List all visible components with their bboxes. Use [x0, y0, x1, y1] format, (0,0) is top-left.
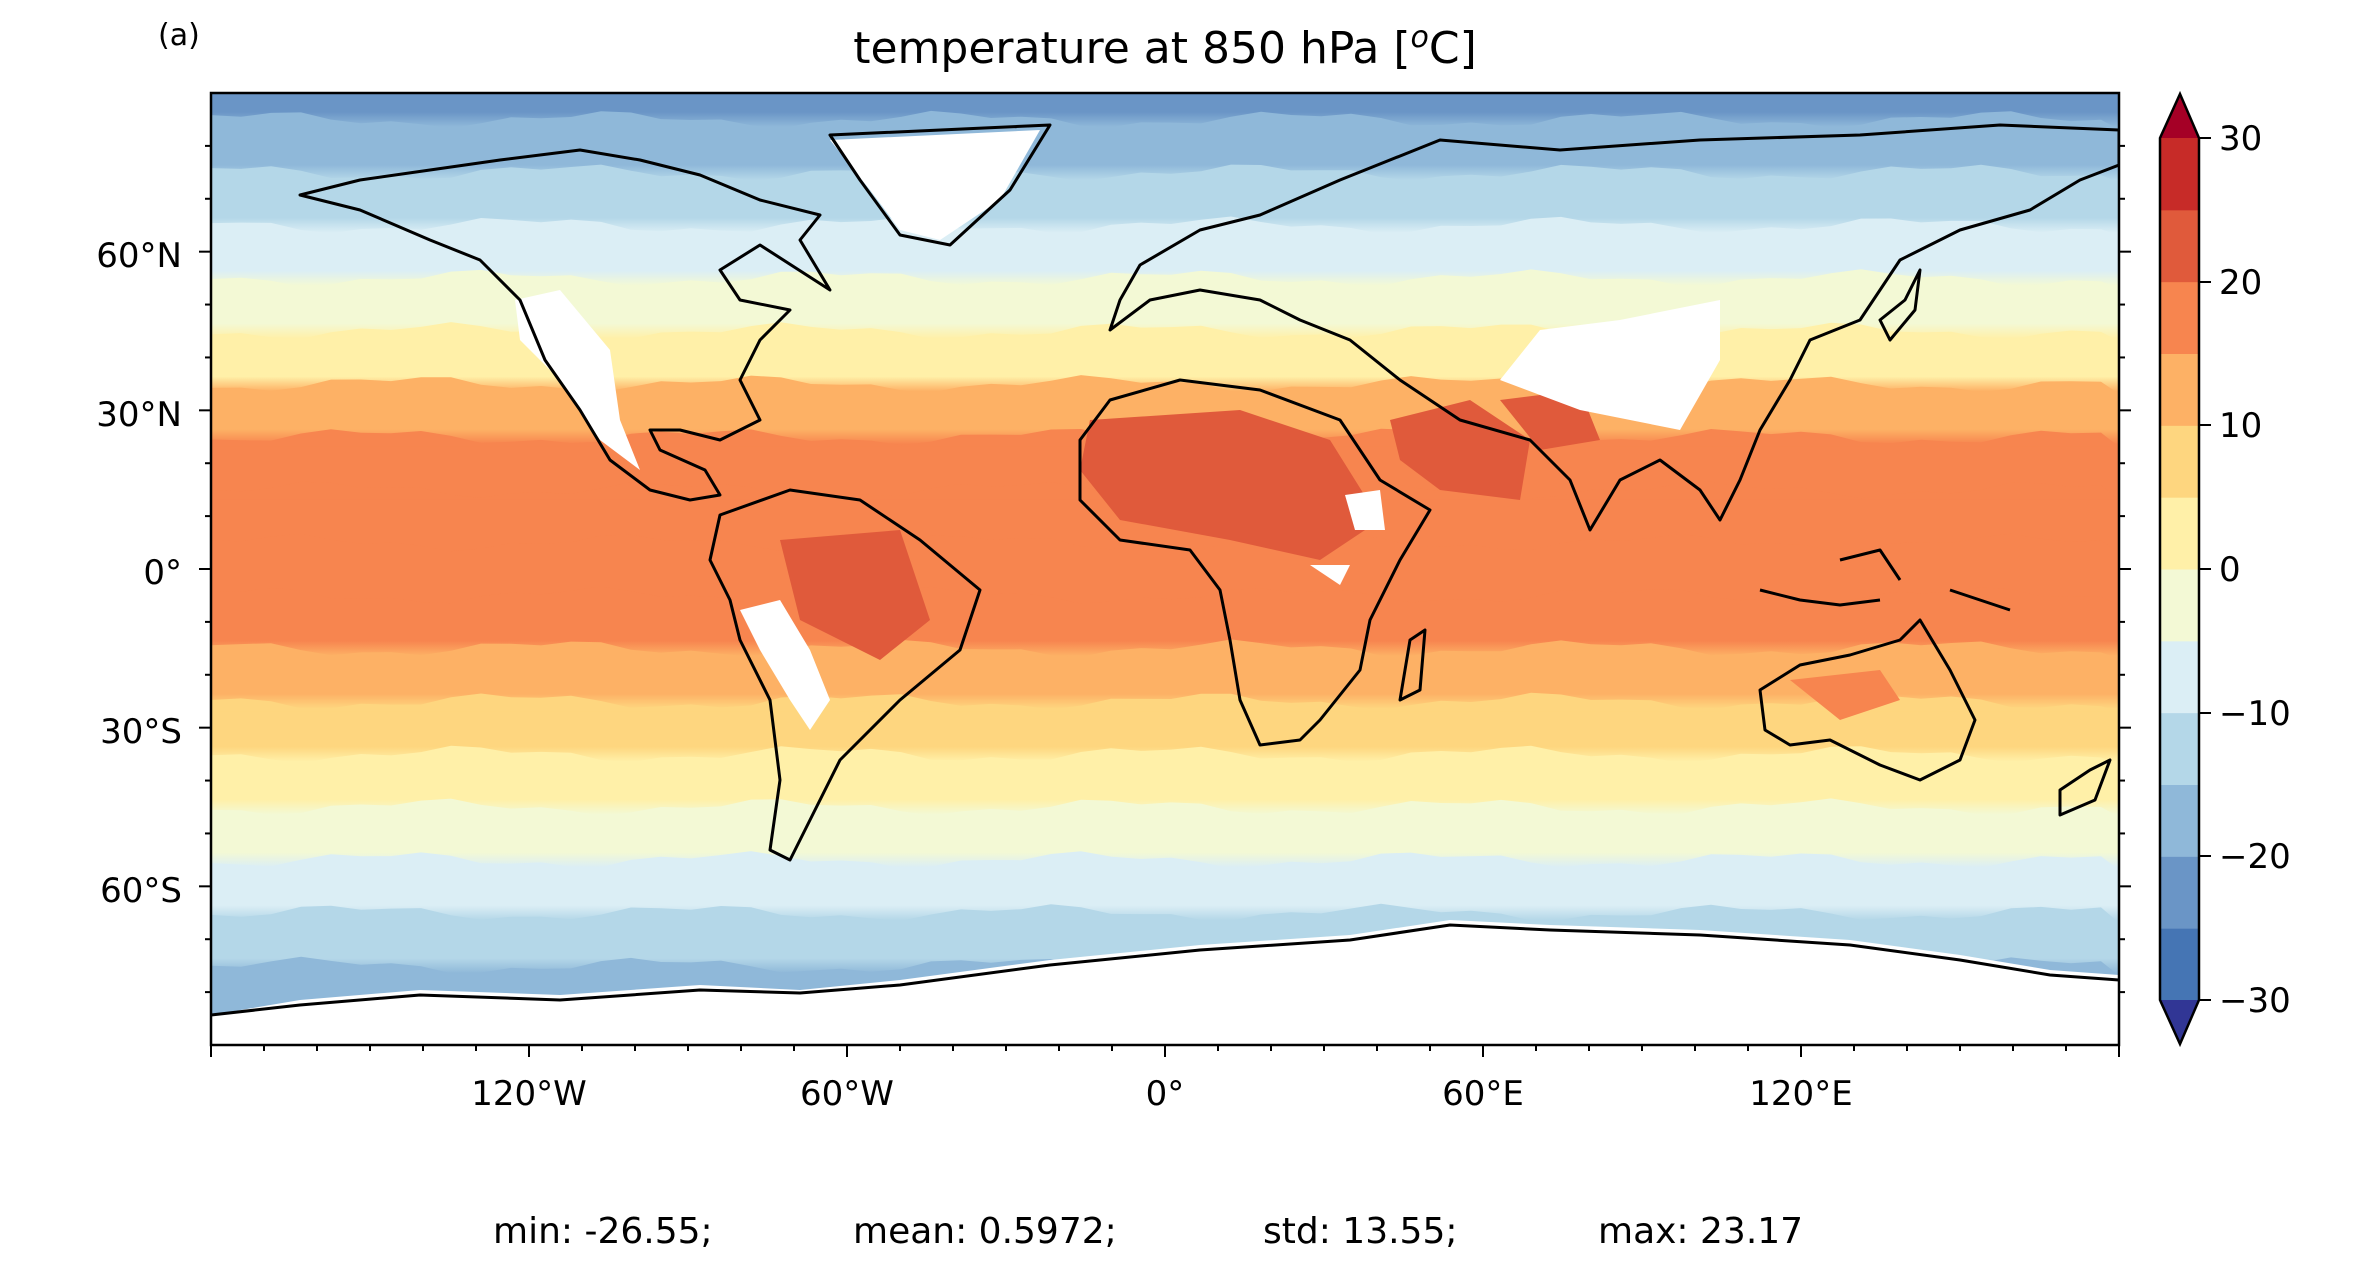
lat-label-30N: 30°N	[96, 395, 182, 435]
andes-missing	[740, 600, 830, 730]
australia-coast	[1758, 618, 1977, 782]
arabia-warm-patch	[1390, 400, 1530, 500]
longitude-axis: 120°W 60°W 0° 60°E 120°E	[210, 1045, 2120, 1114]
stat-std: std: 13.55;	[1263, 1211, 1457, 1252]
indonesia-coast	[1759, 548, 2011, 612]
tibet-missing	[1500, 300, 1720, 430]
title-superscript: o	[1411, 20, 1429, 55]
lon-label-60E: 60°E	[1442, 1074, 1524, 1114]
contour-band-edge	[211, 903, 2119, 923]
land-anomalies	[211, 130, 2119, 1045]
colorbar-block	[2160, 569, 2199, 642]
colorbar-block	[2160, 425, 2199, 498]
lon-tick-marks	[210, 1045, 2120, 1057]
colorbar-block	[2160, 209, 2199, 283]
colorbar-tick-minus10: −10	[2219, 694, 2291, 734]
north-america-coast	[298, 148, 832, 502]
title-text: temperature at 850 hPa [	[853, 23, 1410, 74]
stat-max: max: 23.17	[1598, 1211, 1803, 1252]
contour-band-edge	[211, 586, 2119, 606]
colorbar-tick-minus20: −20	[2219, 837, 2291, 877]
lat-label-60N: 60°N	[96, 236, 182, 276]
lon-label-60W: 60°W	[800, 1074, 894, 1114]
colorbar-block	[2160, 281, 2199, 354]
contour-band-edge	[211, 533, 2119, 553]
colorbar-block	[2160, 928, 2199, 1001]
greenland-coast	[828, 123, 1052, 247]
colorbar-under-extension	[2160, 1000, 2199, 1044]
lat-label-eq: 0°	[143, 553, 182, 593]
colorbar-block	[2160, 497, 2199, 570]
colorbar-tick-20: 20	[2219, 263, 2262, 303]
stat-mean: mean: 0.5972;	[853, 1211, 1117, 1252]
colorbar-block	[2160, 138, 2199, 211]
contour-band-edge	[211, 692, 2119, 712]
greenland-missing	[830, 130, 1040, 240]
map-panel	[209, 91, 2121, 1047]
statistics-line: min: -26.55; mean: 0.5972; std: 13.55; m…	[493, 1211, 1803, 1252]
colorbar-block	[2160, 856, 2199, 929]
contour-band-edge	[211, 745, 2119, 765]
coastlines	[211, 123, 2119, 1017]
temperature-field	[211, 93, 2119, 1045]
contour-band-edge	[211, 639, 2119, 659]
lat-label-60S: 60°S	[100, 871, 182, 911]
australia-warm-patch	[1790, 670, 1900, 720]
japan-coast	[1878, 268, 1922, 342]
colorbar-tick-0: 0	[2219, 550, 2241, 590]
colorbar-tick-minus30: −30	[2219, 981, 2291, 1021]
eurasia-coast	[1108, 123, 2119, 532]
lon-label-120W: 120°W	[471, 1074, 587, 1114]
colorbar-over-extension	[2160, 94, 2199, 138]
stat-min: min: -26.55;	[493, 1211, 713, 1252]
contour-band-edge	[211, 110, 2119, 130]
madagascar-coast	[1398, 628, 1427, 702]
colorbar-tick-marks	[2199, 137, 2211, 1001]
east-africa-missing	[1310, 565, 1350, 585]
africa-coast	[1078, 378, 1432, 747]
lon-label-120E: 120°E	[1749, 1074, 1852, 1114]
contour-band-edge	[211, 798, 2119, 817]
lon-label-0: 0°	[1146, 1074, 1185, 1114]
colorbar-tick-10: 10	[2219, 406, 2262, 446]
contour-band-edge	[211, 481, 2119, 500]
panel-label: (a)	[158, 18, 200, 53]
colorbar-block	[2160, 353, 2199, 426]
colorbar-tick-30: 30	[2219, 119, 2262, 159]
contour-band-edge	[211, 269, 2119, 289]
lat-tick-marks	[199, 144, 2131, 994]
ethiopia-missing	[1345, 490, 1385, 530]
colorbar-blocks	[2160, 138, 2199, 1001]
antarctica-coast	[211, 923, 2119, 1017]
sahara-warm-patch	[1080, 410, 1380, 560]
colorbar: 30 20 10 0 −10 −20 −30	[2158, 90, 2291, 1048]
title-unit: C]	[1429, 23, 1477, 74]
amazon-warm-patch	[780, 530, 930, 660]
colorbar-block	[2160, 640, 2199, 714]
lat-label-30S: 30°S	[100, 712, 182, 752]
new-zealand-coast	[2058, 758, 2112, 817]
colorbar-block	[2160, 784, 2199, 857]
contour-band-edge	[211, 851, 2119, 870]
colorbar-block	[2160, 712, 2199, 785]
contour-band-edge	[211, 164, 2119, 183]
latitude-axis: 60°N 30°N 0° 30°S 60°S	[96, 144, 2131, 994]
south-america-coast	[708, 488, 982, 862]
chart-title: temperature at 850 hPa [oC]	[853, 20, 1477, 74]
contour-band-edge	[211, 216, 2119, 236]
antarctica-missing	[211, 920, 2119, 1045]
rockies-missing	[515, 290, 640, 470]
